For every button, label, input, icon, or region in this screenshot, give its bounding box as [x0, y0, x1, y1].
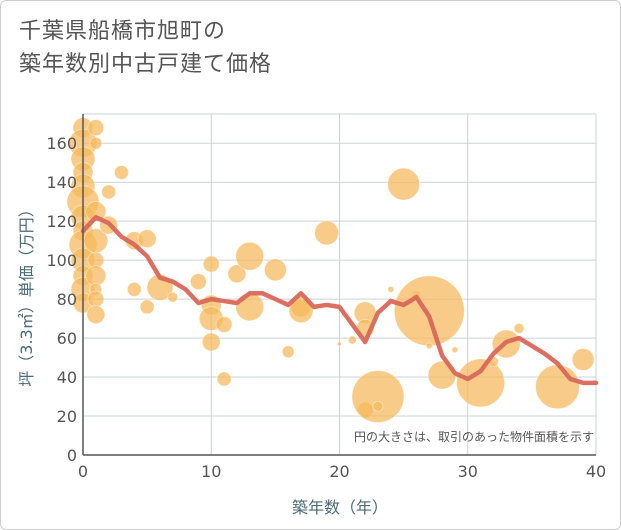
bubble-point — [351, 370, 405, 423]
bubble-point — [89, 136, 103, 150]
bubble-point — [201, 332, 221, 352]
bubble-point — [215, 316, 233, 333]
bubble-point — [227, 264, 247, 284]
x-tick-label: 20 — [329, 462, 349, 481]
bubble-point — [235, 292, 265, 322]
y-tick-label: 60 — [57, 329, 77, 348]
y-tick-label: 160 — [46, 134, 77, 153]
bubble-point — [202, 255, 220, 273]
bubble-point — [85, 265, 107, 287]
chart-title-line-1: 千葉県船橋市旭町の — [19, 19, 227, 44]
bubble-size-note: 円の大きさは、取引のあった物件面積を示す — [354, 429, 594, 444]
x-axis-title: 築年数（年） — [292, 498, 388, 517]
bubble-point — [101, 184, 117, 200]
grid-lines — [82, 113, 597, 456]
chart-title: 千葉県船橋市旭町の 築年数別中古戸建て価格 — [19, 15, 272, 81]
bubble-point — [137, 229, 157, 249]
bubble-point — [314, 220, 340, 246]
bubble-point — [87, 290, 105, 308]
y-axis-title: 坪（3.3㎡）単価（万円） — [17, 201, 36, 386]
x-tick-label: 30 — [458, 462, 478, 481]
bubble-point — [372, 400, 384, 412]
x-tick-label: 10 — [201, 462, 221, 481]
bubble-point — [425, 342, 433, 350]
chart-title-line-2: 築年数別中古戸建て価格 — [19, 52, 273, 77]
axes: 0 20 40 60 80 100 120 140 160 0 10 20 30 40 — [46, 114, 606, 481]
y-tick-label: 20 — [57, 407, 77, 426]
x-tick-label: 0 — [78, 462, 88, 481]
y-tick-label: 40 — [57, 368, 77, 387]
bubble-point — [235, 241, 265, 271]
bubble-point — [281, 345, 295, 359]
bubble-point — [387, 167, 421, 201]
bubble-point — [456, 358, 505, 408]
y-tick-label: 140 — [46, 173, 77, 192]
bubble-point — [87, 119, 105, 137]
bubble-point — [126, 281, 142, 297]
bubble-point — [387, 285, 395, 293]
y-tick-label: 120 — [46, 212, 77, 231]
x-tick-label: 40 — [586, 462, 606, 481]
bubble-point — [85, 201, 107, 222]
y-tick-label: 80 — [57, 290, 77, 309]
bubble-point — [451, 346, 459, 354]
bubble-point — [190, 273, 207, 290]
bubble-point — [263, 258, 287, 282]
bubble-point — [86, 305, 106, 325]
bubble-point — [139, 299, 155, 315]
trend-line-group — [80, 215, 599, 386]
bubble-point — [347, 335, 357, 345]
bubble-point — [393, 275, 465, 347]
bubble-point — [571, 348, 595, 371]
bubble-point — [337, 341, 342, 347]
bubble-point — [114, 165, 129, 180]
bubble-point — [513, 322, 525, 334]
trend-line — [80, 215, 599, 386]
bubble-point — [535, 364, 580, 410]
bubble-point — [167, 291, 179, 303]
bubble-point — [288, 298, 314, 324]
y-tick-label: 100 — [46, 251, 77, 270]
bubble-point — [216, 371, 232, 387]
y-tick-label: 0 — [67, 446, 77, 465]
